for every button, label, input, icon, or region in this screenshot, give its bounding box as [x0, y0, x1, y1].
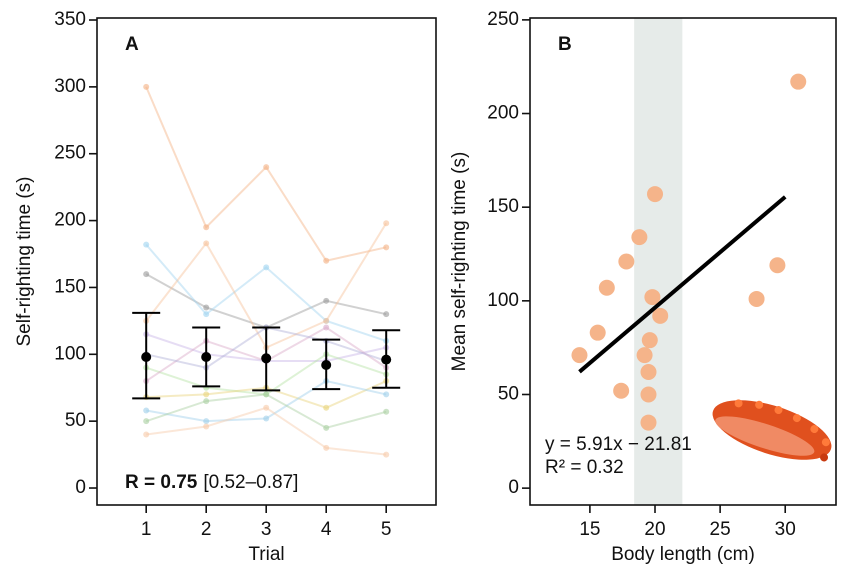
y-axis-label: Self-righting time (s): [14, 177, 35, 347]
panel-label: B: [558, 34, 572, 55]
scatter-point: [652, 307, 669, 324]
x-tick-label: 2: [201, 519, 212, 540]
x-axis-label: Body length (cm): [611, 544, 755, 565]
scatter-point: [618, 253, 635, 270]
individual-point: [263, 415, 270, 422]
individual-line: [145, 86, 387, 262]
y-tick-label: 50: [65, 410, 86, 431]
fit-line: [578, 195, 787, 374]
scatter-point: [769, 257, 786, 274]
individual-point: [263, 391, 270, 398]
x-tick-label: 1: [141, 519, 152, 540]
r-squared: R² = 0.32: [545, 457, 624, 478]
individual-point: [383, 311, 390, 318]
scatter-point: [644, 289, 661, 306]
x-tick-label: 3: [261, 519, 272, 540]
y-tick-label: 350: [54, 9, 86, 30]
individual-point: [383, 408, 390, 415]
individual-point: [203, 304, 210, 311]
sea-cucumber-photo: [712, 399, 832, 462]
y-tick-label: 300: [54, 76, 86, 97]
individual-point: [203, 391, 210, 398]
mean-point: [201, 351, 212, 362]
individual-point: [143, 418, 150, 425]
y-tick-label: 0: [508, 477, 519, 498]
scatter-point: [640, 414, 657, 431]
individual-point: [323, 324, 330, 331]
y-tick-label: 150: [487, 196, 519, 217]
mean-point: [141, 351, 152, 362]
individual-point: [383, 244, 390, 251]
y-axis-label: Mean self-righting time (s): [449, 152, 470, 372]
individual-point: [263, 264, 270, 271]
scatter-point: [790, 73, 807, 90]
y-tick-label: 200: [54, 210, 86, 231]
mean-point: [261, 353, 272, 364]
scatter-point: [598, 279, 615, 296]
individual-point: [203, 423, 210, 430]
scatter-point: [613, 382, 630, 399]
individual-point: [203, 224, 210, 231]
x-tick-label: 20: [644, 519, 665, 540]
individual-point: [143, 271, 150, 278]
x-tick-label: 30: [775, 519, 796, 540]
plot-frame: [529, 17, 837, 506]
x-tick-label: 15: [579, 519, 600, 540]
individual-point: [143, 431, 150, 438]
annotation: R = 0.75 [0.52–0.87]: [125, 472, 298, 493]
scatter-point: [571, 347, 588, 364]
scatter-point: [636, 347, 653, 364]
y-tick-label: 200: [487, 103, 519, 124]
x-tick-label: 4: [321, 519, 332, 540]
y-tick-label: 0: [75, 477, 86, 498]
shaded-band: [634, 18, 683, 505]
annotation-bold: R = 0.75: [125, 472, 198, 493]
scatter-point: [641, 332, 658, 349]
individual-point: [263, 164, 270, 171]
individual-point: [383, 220, 390, 227]
fit-equation: y = 5.91x − 21.81: [545, 434, 692, 455]
scatter-point: [640, 364, 657, 381]
y-tick-label: 150: [54, 276, 86, 297]
individual-point: [383, 451, 390, 458]
scatter-point: [640, 386, 657, 403]
panel-label: A: [125, 34, 139, 55]
mean-point: [381, 354, 392, 365]
y-tick-label: 100: [487, 290, 519, 311]
individual-point: [323, 424, 330, 431]
individual-point: [323, 297, 330, 304]
individual-point: [383, 391, 390, 398]
individual-point: [323, 444, 330, 451]
mean-point: [321, 359, 332, 370]
individual-point: [203, 311, 210, 318]
individual-point: [203, 418, 210, 425]
x-tick-label: 25: [710, 519, 731, 540]
y-tick-label: 250: [487, 9, 519, 30]
scatter-point: [589, 324, 606, 341]
individual-point: [263, 404, 270, 411]
x-axis-label: Trial: [248, 544, 284, 565]
annotation-interval: [0.52–0.87]: [203, 472, 298, 493]
individual-point: [203, 398, 210, 405]
individual-point: [143, 83, 150, 90]
individual-line: [145, 393, 387, 429]
individual-point: [323, 257, 330, 264]
individual-line: [146, 406, 387, 456]
scatter-point: [647, 186, 664, 203]
y-tick-label: 250: [54, 143, 86, 164]
scatter-point: [631, 229, 648, 246]
individual-point: [203, 240, 210, 247]
individual-point: [323, 317, 330, 324]
individual-point: [143, 407, 150, 414]
individual-point: [143, 241, 150, 248]
individual-point: [323, 404, 330, 411]
scatter-point: [748, 290, 765, 307]
y-tick-label: 50: [498, 384, 519, 405]
x-tick-label: 5: [381, 519, 392, 540]
y-tick-label: 100: [54, 343, 86, 364]
